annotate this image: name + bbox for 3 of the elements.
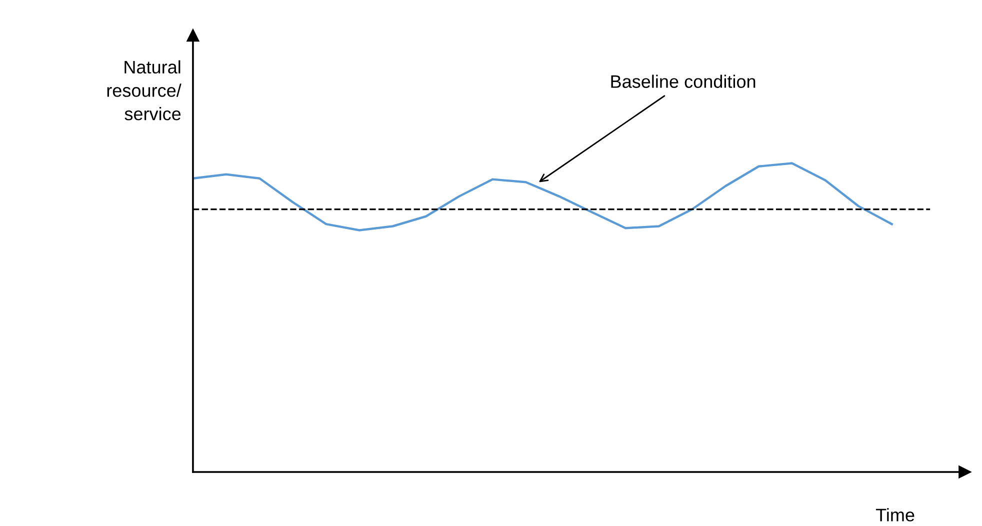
x-axis-title: Time: [876, 508, 914, 522]
y-axis-title: Natural resource/ service: [107, 60, 182, 120]
text: Baseline condition: [611, 74, 756, 88]
